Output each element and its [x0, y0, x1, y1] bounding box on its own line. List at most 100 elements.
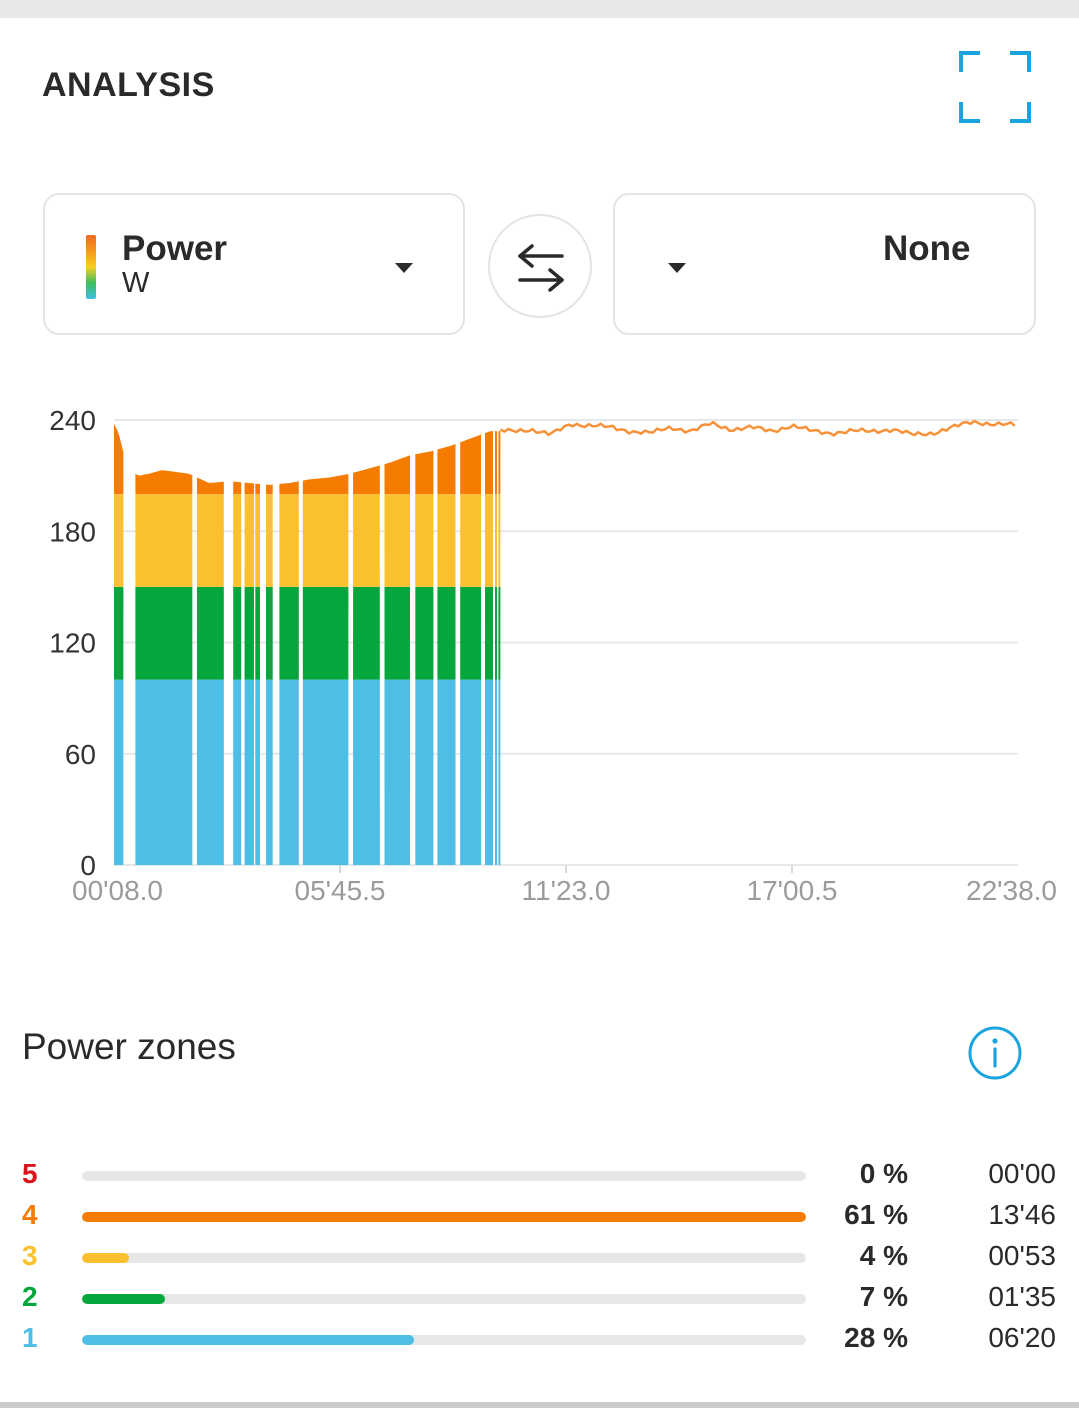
zone-4-area: [233, 481, 242, 495]
chevron-down-icon: [668, 263, 686, 273]
zone-4-area: [244, 482, 254, 495]
zone-4-area: [279, 481, 299, 495]
zone-bar-track: [82, 1294, 806, 1304]
zone-3-area: [266, 494, 273, 587]
zone-2-area: [353, 586, 380, 680]
zone-2-area: [135, 586, 193, 680]
zone-4-area: [353, 465, 380, 495]
zone-time: 01'35: [988, 1281, 1056, 1312]
zone-4-area: [266, 484, 273, 495]
zone-1-area: [244, 679, 254, 865]
zone-row-3: 3 4 % 00'53: [0, 1238, 1079, 1278]
x-tick-label: 05'45.5: [295, 875, 386, 906]
zone-2-area: [266, 586, 273, 680]
zone-4-area: [415, 450, 434, 495]
zone-3-area: [415, 494, 434, 587]
zone-4-area: [484, 431, 494, 495]
zone-percent: 0 %: [859, 1158, 908, 1189]
zone-2-area: [233, 586, 242, 680]
zone-4-area: [460, 434, 481, 495]
zone-row-1: 1 28 % 06'20: [0, 1320, 1079, 1360]
zone-2-area: [415, 586, 434, 680]
expand-icon: [959, 51, 1031, 123]
zone-time: 00'00: [988, 1158, 1056, 1189]
x-tick-label: 11'23.0: [522, 875, 611, 906]
zone-4-area: [384, 455, 410, 495]
x-tick-label: 17'00.5: [747, 875, 838, 906]
zone-3-area: [244, 494, 254, 587]
zone-1-area: [302, 679, 349, 865]
power-scale-gradient: [86, 235, 96, 299]
zone-2-area: [437, 586, 456, 680]
zone-2-area: [197, 586, 224, 680]
info-button[interactable]: [966, 1024, 1024, 1082]
zone-3-area: [197, 494, 224, 587]
zone-percent: 28 %: [844, 1322, 908, 1353]
secondary-metric-selector[interactable]: None: [613, 193, 1036, 335]
zone-number: 1: [22, 1322, 38, 1353]
zone-2-area: [498, 586, 501, 680]
zone-3-area: [498, 494, 501, 587]
zone-1-area: [266, 679, 273, 865]
zone-3-area: [353, 494, 380, 587]
zone-3-area: [437, 494, 456, 587]
zone-2-area: [279, 586, 299, 680]
zone-2-area: [384, 586, 410, 680]
y-tick-label: 180: [49, 516, 96, 547]
zone-1-area: [498, 679, 501, 865]
zone-1-area: [114, 679, 124, 865]
zone-4-area: [495, 431, 498, 495]
zone-2-area: [114, 586, 124, 680]
zone-2-area: [460, 586, 481, 680]
zone-3-area: [302, 494, 349, 587]
bottom-divider: [0, 1402, 1079, 1408]
zone-bar-track: [82, 1253, 806, 1263]
y-tick-label: 0: [80, 850, 96, 881]
power-line: [499, 419, 1016, 437]
zone-4-area: [437, 444, 456, 495]
expand-button[interactable]: [958, 50, 1032, 124]
primary-metric-label: Power: [122, 229, 228, 268]
zone-3-area: [460, 494, 481, 587]
zone-1-area: [484, 679, 494, 865]
y-tick-label: 120: [49, 628, 96, 659]
zone-row-4: 4 61 % 13'46: [0, 1197, 1079, 1237]
zone-number: 5: [22, 1158, 38, 1189]
zone-2-area: [244, 586, 254, 680]
page-title: ANALYSIS: [42, 66, 215, 104]
swap-metrics-button[interactable]: [488, 214, 592, 318]
primary-metric-selector[interactable]: Power W: [43, 193, 465, 335]
zone-1-area: [415, 679, 434, 865]
zone-2-area: [302, 586, 349, 680]
zone-3-area: [135, 494, 193, 587]
zone-4-area: [114, 423, 124, 495]
zone-1-area: [197, 679, 224, 865]
zone-1-area: [384, 679, 410, 865]
zone-row-5: 5 0 % 00'00: [0, 1156, 1079, 1196]
zone-2-area: [484, 586, 494, 680]
info-icon: [968, 1026, 1022, 1080]
zone-1-area: [255, 679, 260, 865]
zone-bar-track: [82, 1212, 806, 1222]
zone-bar-track: [82, 1335, 806, 1345]
zone-time: 06'20: [988, 1322, 1056, 1353]
primary-metric-unit: W: [122, 267, 150, 299]
zone-bar-fill: [82, 1335, 415, 1345]
top-divider: [0, 0, 1079, 18]
zone-bar-fill: [82, 1253, 130, 1263]
y-tick-label: 240: [49, 405, 96, 436]
power-chart[interactable]: 240 180 120 60 000'08.0 05'45.5 11'23.0 17'00.5…: [0, 380, 1079, 920]
zone-bar-track: [82, 1171, 806, 1181]
zone-4-area: [255, 483, 260, 495]
zone-3-area: [384, 494, 410, 587]
zone-1-area: [279, 679, 299, 865]
swap-arrows-icon: [518, 244, 564, 292]
zone-number: 2: [22, 1281, 38, 1312]
zone-2-area: [495, 586, 498, 680]
zone-row-2: 2 7 % 01'35: [0, 1279, 1079, 1319]
zone-percent: 4 %: [859, 1240, 908, 1271]
power-zones-title: Power zones: [22, 1026, 236, 1067]
x-tick-label: 00'08.0: [72, 875, 163, 906]
zone-1-area: [233, 679, 242, 865]
zone-3-area: [279, 494, 299, 587]
